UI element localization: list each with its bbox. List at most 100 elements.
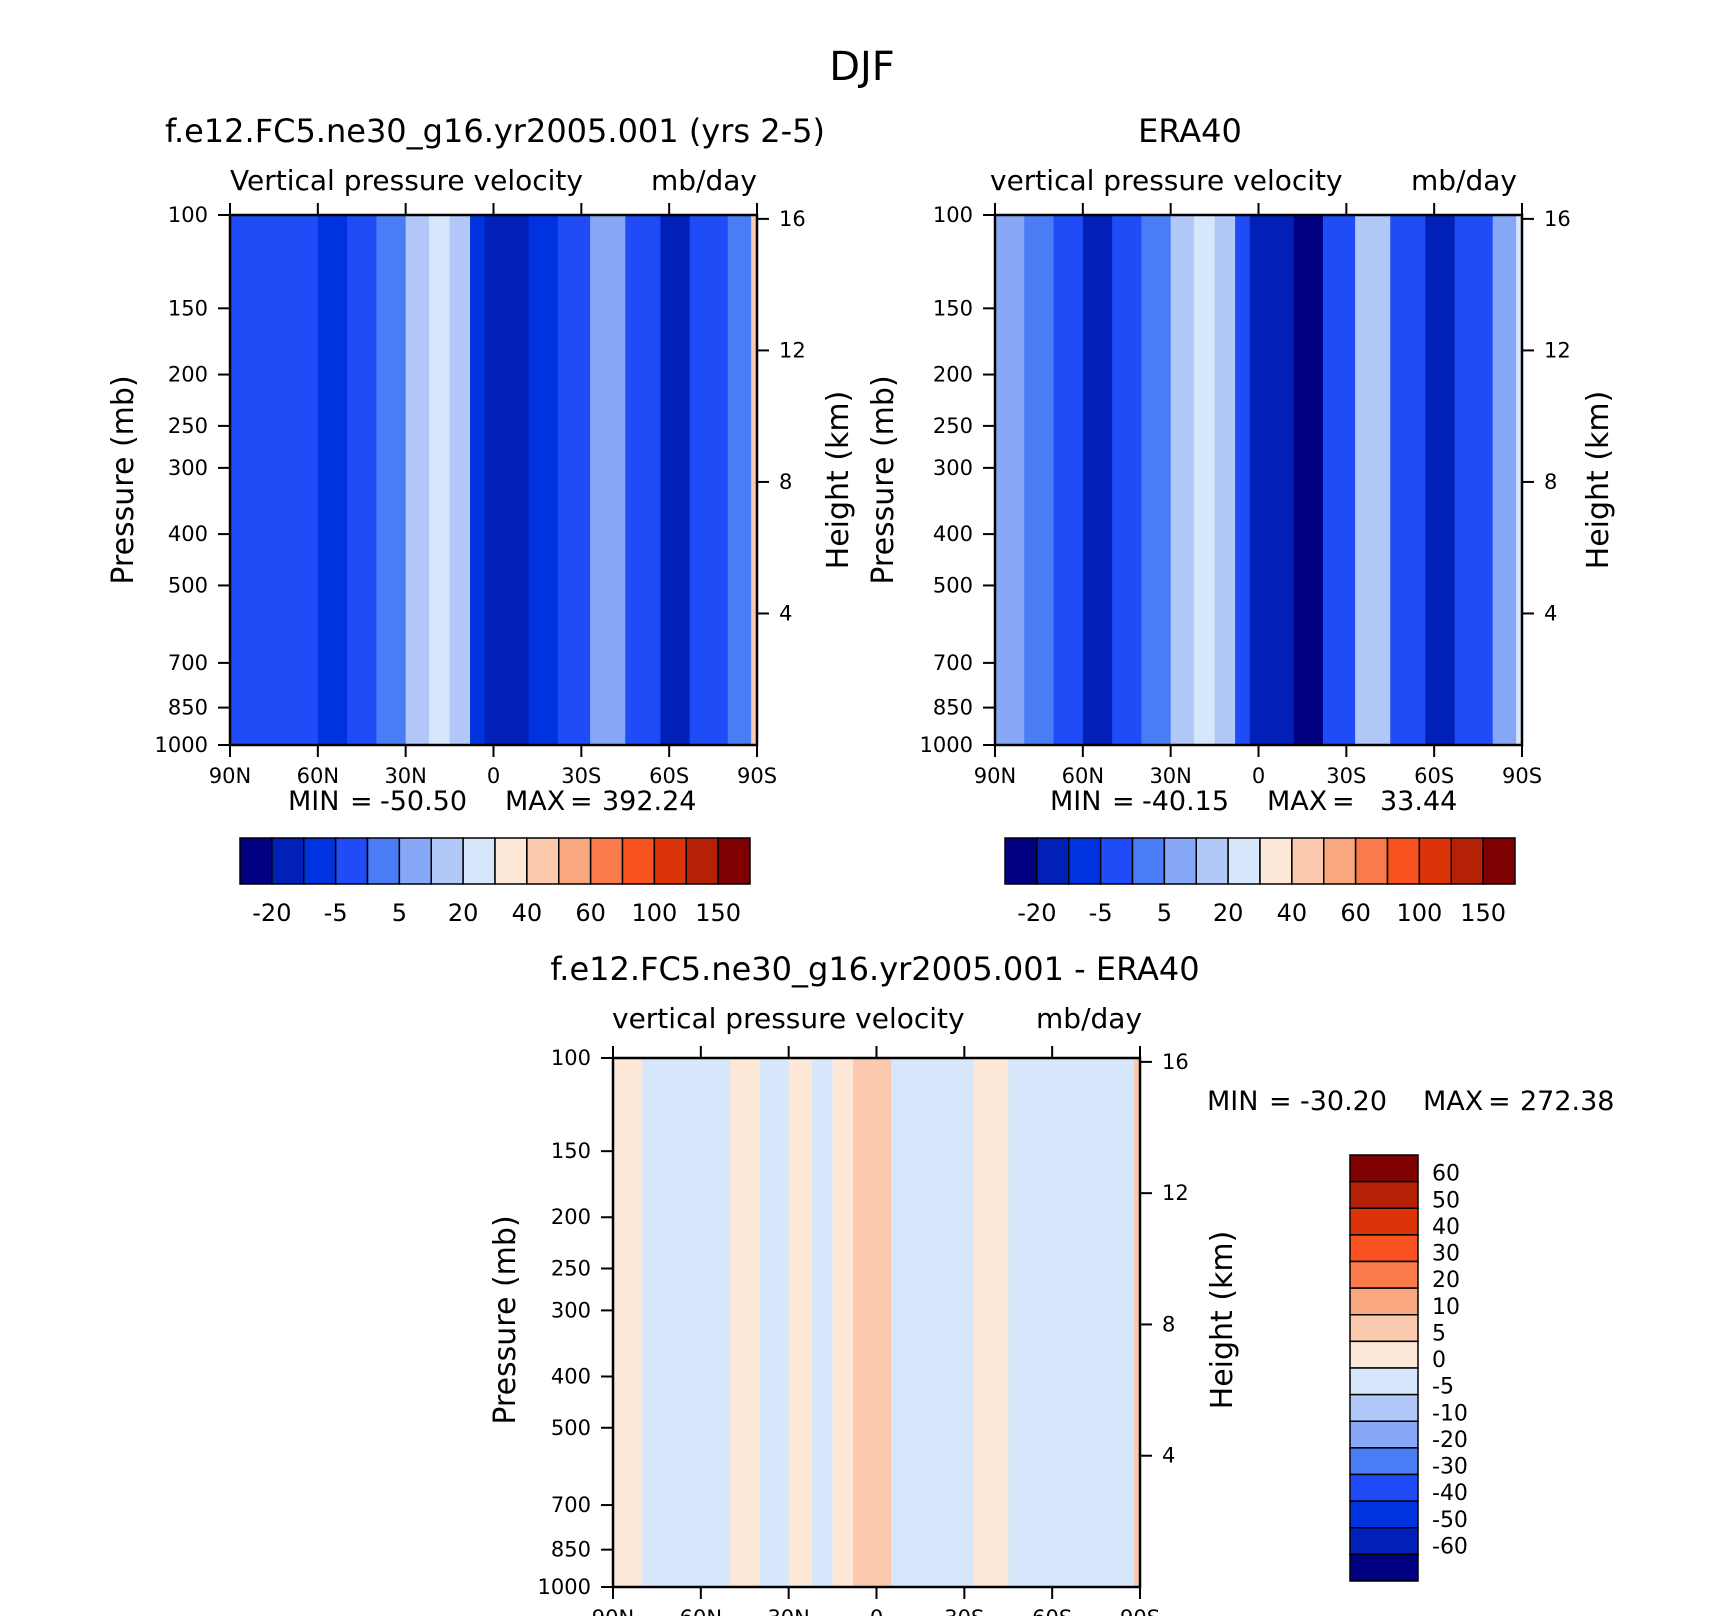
y-tick-label: 700 [933,651,973,675]
colorbar-label: 50 [1432,1188,1460,1213]
field-band [759,1058,790,1587]
colorbar-label: -5 [1089,899,1113,927]
field-band [660,215,691,745]
colorbar-label: -5 [1432,1375,1454,1400]
stats-max-label: MAX [1423,1086,1483,1117]
colorbar-label: 40 [1432,1215,1460,1240]
colorbar-swatch [1323,837,1357,885]
field-band [1072,1058,1112,1587]
colorbar-swatch [685,837,719,885]
colorbar-swatch [1482,837,1516,885]
colorbar-swatch [589,837,624,885]
y-tick-label: 850 [933,696,973,720]
colorbar-swatch [1227,837,1261,885]
y-tick-label: 1000 [920,733,973,757]
colorbar-swatch [1349,1527,1419,1556]
field-band [1322,215,1356,745]
colorbar-label: 150 [1460,899,1506,927]
colorbar-swatch [1349,1154,1419,1183]
field-band [940,1058,974,1587]
y-tick-label: 400 [168,522,208,546]
colorbar-swatch [1418,837,1452,885]
y-right-tick-label: 4 [779,601,792,625]
field-band [1273,215,1295,745]
y-tick-label: 200 [168,363,208,387]
colorbar-swatch [1349,1260,1419,1289]
field-band [1194,215,1216,745]
field-band [1249,215,1274,745]
colorbar-label: -30 [1432,1455,1468,1480]
y-right-tick-label: 8 [1162,1312,1175,1336]
panel-obs: ERA40 vertical pressure velocity mb/day … [866,112,1616,927]
colorbar-label: -10 [1432,1401,1468,1426]
panel-model: f.e12.FC5.ne30_g16.yr2005.001 (yrs 2-5) … [106,112,856,927]
y-tick-label: 300 [168,456,208,480]
stats-max-value: 33.44 [1380,786,1457,817]
colorbar-label: 40 [512,899,543,927]
colorbar-swatch [1349,1180,1419,1209]
field-band [1008,1058,1044,1587]
field-band [625,215,661,745]
colorbar-swatch [621,837,656,885]
colorbar-label: 100 [1396,899,1442,927]
x-tick-label: 30S [944,1606,984,1616]
field-band [470,215,486,745]
colorbar-swatch [1131,837,1166,885]
colorbar: -20 -5 5 20 40 60 100 150 [1004,837,1516,927]
y-tick-label: 500 [168,573,208,597]
colorbar-swatch [1349,1500,1419,1529]
colorbar-swatch [1349,1553,1419,1582]
colorbar-label: -20 [252,899,291,927]
y-right-tick-label: 4 [1544,601,1557,625]
colorbar-swatch [1349,1287,1419,1316]
x-tick-label: 30N [1149,764,1191,788]
field-band [812,1058,834,1587]
stats-max-label: MAX [1267,786,1327,817]
colorbar-swatch [1349,1340,1419,1369]
figure-title: DJF [829,44,895,90]
stats-min-eq: = [1269,1086,1292,1117]
stats-min-label: MIN [288,786,339,817]
x-tick-label: 60N [680,1606,722,1616]
y-right-tick-label: 12 [779,338,806,362]
field-band [832,1058,854,1587]
colorbar-swatch [239,837,273,885]
field-band [995,215,1025,745]
colorbar-swatch [717,837,751,885]
panel-subtitle: vertical pressure velocity [990,164,1343,197]
field-band [557,215,591,745]
colorbar-swatch [430,837,464,885]
field-band [730,1058,760,1587]
x-tick-label: 60N [1062,764,1104,788]
colorbar-label: 20 [1432,1268,1460,1293]
field-band [727,215,752,745]
colorbar-swatch [1259,837,1293,885]
field-band [1492,215,1517,745]
x-tick-label: 30S [1326,764,1366,788]
stats-max-eq: = [1332,786,1355,817]
colorbar-label: 60 [1432,1162,1460,1187]
field-band [1112,215,1142,745]
colorbar-swatch [1068,837,1102,885]
colorbar-label: 0 [1432,1348,1446,1373]
field-band [1516,215,1523,745]
colorbar: -20 -5 5 20 40 60 100 150 [239,837,751,927]
field-band [259,215,290,745]
field-band [1141,215,1172,745]
colorbar-swatch [1349,1447,1419,1476]
stats-min-label: MIN [1050,786,1101,817]
colorbar-swatch [271,837,305,885]
y-tick-label: 1000 [155,733,208,757]
stats: MIN = -40.15 MAX = 33.44 [1050,786,1457,817]
y-right-axis-label: Height (km) [1581,391,1616,570]
x-tick-label: 30N [767,1606,809,1616]
colorbar-swatch [1349,1367,1419,1396]
field-band [230,215,260,745]
x-tick-label: 90N [209,764,251,788]
panel-subtitle: Vertical pressure velocity [230,164,583,197]
colorbar-swatch [558,837,592,885]
x-tick-label: 0 [487,764,500,788]
colorbar-swatch [1163,837,1197,885]
y-tick-label: 500 [933,573,973,597]
